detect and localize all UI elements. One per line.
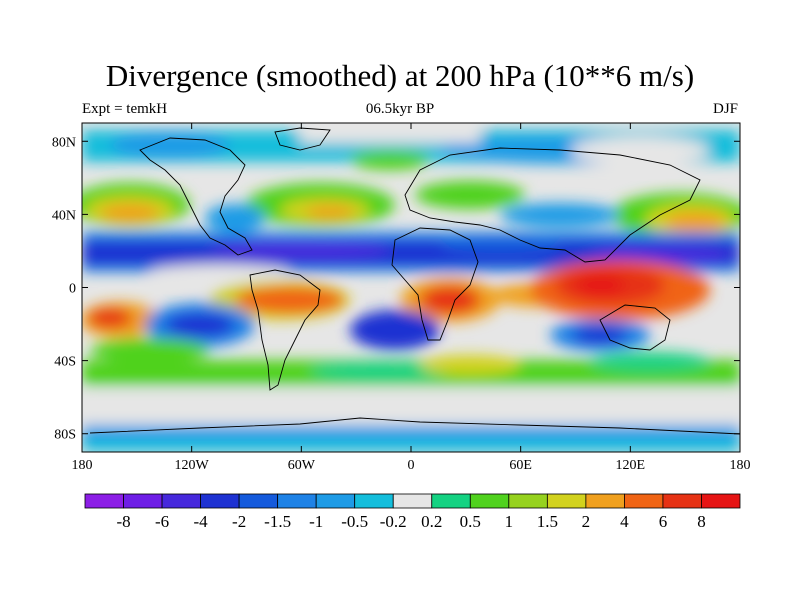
colorbar-label: 2 [582,512,591,531]
experiment-label: Expt = temkH [82,101,168,117]
season-label: DJF [712,101,738,117]
x-tick-label: 60W [288,458,316,473]
colorbar-swatch [200,493,240,509]
x-tick-label: 180 [72,458,93,473]
colorbar-label: 0.5 [460,512,481,531]
colorbar-label: -6 [155,512,169,531]
x-tick-label: 180 [730,458,751,473]
x-tick-label: 60E [509,458,532,473]
colorbar-label: 4 [620,512,629,531]
colorbar-swatch [431,493,471,509]
plot-title: Divergence (smoothed) at 200 hPa (10**6 … [105,58,695,93]
colorbar-label: -4 [194,512,209,531]
colorbar-label: 1.5 [537,512,558,531]
colorbar-swatch [585,493,625,509]
colorbar-label: 0.2 [421,512,442,531]
colorbar-swatch [354,493,394,509]
colorbar-swatch [238,493,279,509]
colorbar-label: 6 [659,512,668,531]
coastlines [89,127,740,435]
y-tick-label: 40S [54,355,76,370]
colorbar-swatch [392,493,433,509]
x-tick-label: 120W [175,458,210,473]
colorbar-swatch [315,493,356,509]
x-tick-label: 120E [616,458,646,473]
colorbar-label: 1 [505,512,514,531]
y-tick-label: 80S [54,428,76,443]
colorbar-label: -8 [116,512,130,531]
y-tick-label: 40N [52,208,76,223]
colorbar-label: -1.5 [264,512,291,531]
colorbar-swatch [161,493,201,509]
colorbar-swatch [469,493,510,509]
colorbar-swatch [84,493,124,509]
colorbar-label: 8 [697,512,706,531]
colorbar-swatch [546,493,587,509]
colorbar-swatch [624,493,664,509]
colorbar-label: -0.5 [341,512,368,531]
y-axis: 80N 40N 0 40S 80S [52,135,740,443]
colorbar-swatch [123,493,163,509]
colorbar-label: -0.2 [380,512,407,531]
y-tick-label: 0 [69,282,76,297]
colorbar-swatch [701,493,741,509]
colorbar-swatch [662,493,702,509]
x-tick-label: 0 [408,458,415,473]
period-label: 06.5kyr BP [365,101,435,117]
x-axis: 180 120W 60W 0 60E 120E 180 [72,123,751,473]
y-tick-label: 80N [52,135,76,150]
colorbar-label: -1 [309,512,323,531]
colorbar-swatch [508,493,548,509]
colorbar-swatch [277,493,317,509]
colorbar-label: -2 [232,512,246,531]
